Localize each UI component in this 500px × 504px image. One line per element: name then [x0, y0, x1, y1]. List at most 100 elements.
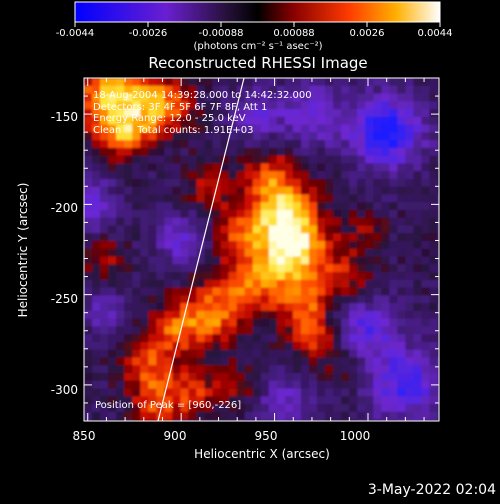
heatmap-cell — [357, 202, 366, 211]
heatmap-cell — [212, 147, 222, 157]
heatmap-cell — [429, 202, 439, 211]
heatmap-cell — [124, 279, 133, 289]
heatmap-cell — [325, 295, 334, 304]
heatmap-cell — [124, 225, 133, 234]
heatmap-cell — [236, 140, 246, 149]
heatmap-cell — [84, 349, 93, 359]
heatmap-cell — [437, 186, 439, 196]
heatmap-cell — [132, 287, 141, 296]
heatmap-cell — [413, 357, 423, 366]
heatmap-cell — [381, 147, 390, 157]
heatmap-cell — [100, 411, 109, 421]
heatmap-cell — [292, 341, 302, 351]
heatmap-cell — [268, 326, 278, 335]
heatmap-cell — [349, 365, 358, 374]
heatmap-cell — [308, 140, 318, 149]
heatmap-cell — [172, 318, 182, 328]
heatmap-cell — [325, 380, 334, 390]
heatmap-cell — [373, 109, 382, 118]
heatmap-cell — [100, 116, 109, 126]
heatmap-cell — [373, 380, 382, 390]
heatmap-cell — [276, 140, 286, 149]
heatmap-cell — [365, 147, 374, 157]
heatmap-cell — [381, 202, 390, 211]
heatmap-cell — [132, 209, 141, 219]
heatmap-cell — [300, 272, 310, 281]
heatmap-cell — [405, 85, 415, 95]
heatmap-cell — [284, 194, 294, 203]
heatmap-cell — [316, 365, 326, 374]
heatmap-cell — [365, 341, 374, 351]
heatmap-cell — [140, 380, 149, 390]
heatmap-cell — [180, 372, 190, 382]
heatmap-cell — [268, 318, 278, 328]
heatmap-cell — [204, 396, 214, 405]
heatmap-cell — [140, 419, 149, 421]
heatmap-cell — [188, 178, 198, 188]
heatmap-cell — [196, 124, 206, 133]
heatmap-cell — [204, 279, 214, 289]
heatmap-cell — [220, 419, 230, 421]
heatmap-cell — [124, 380, 133, 390]
heatmap-cell — [365, 93, 374, 102]
heatmap-cell — [437, 287, 439, 296]
heatmap-cell — [276, 396, 286, 405]
heatmap-cell — [292, 372, 302, 382]
heatmap-cell — [413, 217, 423, 227]
heatmap-cell — [421, 396, 431, 405]
heatmap-cell — [108, 78, 117, 87]
heatmap-cell — [365, 132, 374, 141]
heatmap-cell — [413, 256, 423, 265]
heatmap-cell — [284, 217, 294, 227]
heatmap-cell — [148, 85, 157, 95]
heatmap-cell — [236, 147, 246, 157]
heatmap-cell — [140, 404, 149, 413]
heatmap-cell — [92, 357, 101, 366]
heatmap-cell — [333, 194, 342, 203]
heatmap-cell — [116, 404, 125, 413]
heatmap-cell — [276, 116, 286, 126]
heatmap-cell — [172, 233, 182, 242]
heatmap-cell — [325, 116, 334, 126]
heatmap-cell — [108, 217, 117, 227]
heatmap-cell — [132, 349, 141, 359]
heatmap-cell — [308, 109, 318, 118]
heatmap-cell — [124, 303, 133, 312]
heatmap-cell — [397, 217, 406, 227]
heatmap-cell — [148, 349, 157, 359]
heatmap-cell — [108, 233, 117, 242]
heatmap-cell — [284, 140, 294, 149]
heatmap-cell — [349, 388, 358, 397]
heatmap-cell — [389, 272, 398, 281]
heatmap-cell — [196, 202, 206, 211]
heatmap-cell — [244, 155, 254, 164]
heatmap-cell — [397, 404, 406, 413]
heatmap-cell — [429, 241, 439, 250]
heatmap-cell — [333, 124, 342, 133]
heatmap-cell — [156, 109, 165, 118]
heatmap-cell — [212, 341, 222, 351]
heatmap-cell — [300, 124, 310, 133]
heatmap-cell — [365, 334, 374, 343]
heatmap-cell — [405, 178, 415, 188]
heatmap-cell — [365, 279, 374, 289]
heatmap-cell — [268, 109, 278, 118]
heatmap-cell — [276, 209, 286, 219]
heatmap-cell — [308, 93, 318, 102]
heatmap-cell — [212, 209, 222, 219]
heatmap-cell — [365, 248, 374, 258]
heatmap-cell — [325, 303, 334, 312]
heatmap-cell — [220, 101, 230, 110]
heatmap-cell — [212, 163, 222, 172]
heatmap-cell — [124, 132, 133, 141]
heatmap-cell — [252, 326, 262, 335]
heatmap-cell — [389, 202, 398, 211]
heatmap-cell — [316, 186, 326, 196]
heatmap-cell — [124, 365, 133, 374]
heatmap-cell — [429, 178, 439, 188]
heatmap-cell — [389, 388, 398, 397]
heatmap-cell — [437, 140, 439, 149]
heatmap-cell — [429, 287, 439, 296]
heatmap-cell — [397, 186, 406, 196]
heatmap-cell — [108, 287, 117, 296]
